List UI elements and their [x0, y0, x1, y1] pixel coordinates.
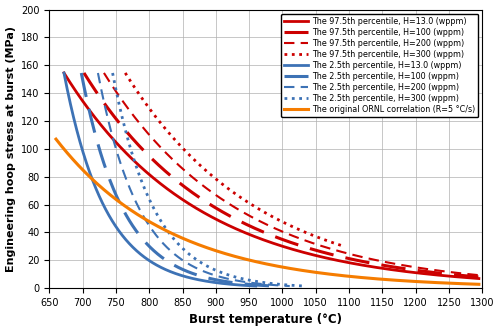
The 97.5th percentile, H=13.0 (wppm)	[134, 162, 140, 166]
The 2.5th percentile, H=200 (wppm)	[223, 276, 229, 280]
The 2.5th percentile, H=200 (wppm)	[182, 260, 188, 264]
The 2.5th percentile, H=100 (wppm)	[112, 191, 118, 195]
The 2.5th percentile, H=13.0 (wppm)	[253, 284, 259, 288]
Line: The 2.5th percentile, H=300 (wppm): The 2.5th percentile, H=300 (wppm)	[112, 73, 304, 286]
The 97.5th percentile, H=300 (wppm)	[268, 214, 274, 218]
The 2.5th percentile, H=13.0 (wppm)	[206, 280, 212, 284]
The 2.5th percentile, H=13.0 (wppm)	[110, 220, 116, 224]
The 97.5th percentile, H=100 (wppm)	[81, 71, 87, 75]
The 97.5th percentile, H=100 (wppm)	[261, 230, 267, 234]
The 97.5th percentile, H=100 (wppm)	[479, 275, 485, 279]
Line: The original ORNL correlation (R=5 °C/s): The original ORNL correlation (R=5 °C/s)	[56, 139, 479, 284]
The original ORNL correlation (R=5 °C/s)	[336, 273, 342, 277]
The 97.5th percentile, H=200 (wppm)	[168, 156, 174, 160]
The 97.5th percentile, H=300 (wppm)	[122, 71, 128, 75]
The original ORNL correlation (R=5 °C/s)	[302, 269, 308, 273]
Line: The 2.5th percentile, H=100 (wppm): The 2.5th percentile, H=100 (wppm)	[82, 73, 273, 286]
The 97.5th percentile, H=200 (wppm)	[101, 71, 107, 75]
The 97.5th percentile, H=300 (wppm)	[286, 223, 292, 227]
The 97.5th percentile, H=300 (wppm)	[340, 244, 346, 248]
The 2.5th percentile, H=13.0 (wppm)	[148, 260, 154, 264]
The 97.5th percentile, H=100 (wppm)	[184, 186, 190, 190]
The 97.5th percentile, H=13.0 (wppm)	[338, 259, 344, 263]
The 2.5th percentile, H=300 (wppm)	[110, 71, 116, 75]
The 2.5th percentile, H=200 (wppm)	[208, 272, 214, 276]
The 2.5th percentile, H=300 (wppm)	[144, 191, 150, 195]
The 97.5th percentile, H=13.0 (wppm)	[168, 189, 173, 193]
The 97.5th percentile, H=100 (wppm)	[152, 159, 158, 163]
The 97.5th percentile, H=200 (wppm)	[479, 274, 485, 278]
Line: The 2.5th percentile, H=13.0 (wppm): The 2.5th percentile, H=13.0 (wppm)	[64, 73, 256, 286]
The 2.5th percentile, H=100 (wppm)	[165, 260, 171, 264]
The 2.5th percentile, H=13.0 (wppm)	[95, 191, 101, 195]
Legend: The 97.5th percentile, H=13.0 (wppm), The 97.5th percentile, H=100 (wppm), The 9: The 97.5th percentile, H=13.0 (wppm), Th…	[281, 14, 478, 117]
The 97.5th percentile, H=300 (wppm)	[221, 184, 227, 188]
The 97.5th percentile, H=300 (wppm)	[161, 125, 167, 129]
The 2.5th percentile, H=13.0 (wppm)	[61, 71, 67, 75]
X-axis label: Burst temperature (°C): Burst temperature (°C)	[190, 313, 342, 326]
The 97.5th percentile, H=13.0 (wppm)	[306, 252, 312, 256]
The 2.5th percentile, H=100 (wppm)	[270, 284, 276, 288]
Line: The 97.5th percentile, H=200 (wppm): The 97.5th percentile, H=200 (wppm)	[104, 73, 482, 276]
The 97.5th percentile, H=13.0 (wppm)	[374, 265, 380, 269]
The 2.5th percentile, H=300 (wppm)	[196, 260, 202, 264]
The original ORNL correlation (R=5 °C/s)	[53, 137, 59, 141]
The 97.5th percentile, H=200 (wppm)	[198, 182, 204, 186]
Line: The 97.5th percentile, H=13.0 (wppm): The 97.5th percentile, H=13.0 (wppm)	[64, 73, 479, 279]
The 97.5th percentile, H=200 (wppm)	[272, 226, 278, 230]
The 2.5th percentile, H=300 (wppm)	[159, 220, 165, 224]
The 97.5th percentile, H=13.0 (wppm)	[476, 277, 482, 281]
The 2.5th percentile, H=200 (wppm)	[240, 280, 246, 284]
The 97.5th percentile, H=13.0 (wppm)	[248, 233, 254, 237]
The 97.5th percentile, H=300 (wppm)	[178, 145, 184, 149]
The 2.5th percentile, H=200 (wppm)	[95, 71, 101, 75]
The 97.5th percentile, H=100 (wppm)	[316, 249, 322, 253]
The 2.5th percentile, H=100 (wppm)	[128, 220, 134, 224]
Line: The 97.5th percentile, H=300 (wppm): The 97.5th percentile, H=300 (wppm)	[126, 73, 344, 246]
The 2.5th percentile, H=300 (wppm)	[302, 284, 308, 288]
The 97.5th percentile, H=200 (wppm)	[354, 254, 360, 258]
The 2.5th percentile, H=200 (wppm)	[129, 191, 135, 195]
The original ORNL correlation (R=5 °C/s)	[244, 258, 250, 262]
The 2.5th percentile, H=200 (wppm)	[286, 284, 292, 288]
The 2.5th percentile, H=100 (wppm)	[222, 280, 228, 284]
The 2.5th percentile, H=13.0 (wppm)	[189, 276, 195, 280]
Line: The 97.5th percentile, H=100 (wppm): The 97.5th percentile, H=100 (wppm)	[84, 73, 482, 277]
The 97.5th percentile, H=200 (wppm)	[324, 246, 330, 250]
Line: The 2.5th percentile, H=200 (wppm): The 2.5th percentile, H=200 (wppm)	[98, 73, 290, 286]
The original ORNL correlation (R=5 °C/s)	[476, 282, 482, 286]
The 2.5th percentile, H=13.0 (wppm)	[174, 272, 180, 276]
The 2.5th percentile, H=200 (wppm)	[144, 220, 150, 224]
The 97.5th percentile, H=300 (wppm)	[251, 204, 257, 208]
The 97.5th percentile, H=100 (wppm)	[347, 257, 353, 261]
The 2.5th percentile, H=100 (wppm)	[78, 71, 84, 75]
The 2.5th percentile, H=300 (wppm)	[222, 272, 228, 276]
The 2.5th percentile, H=300 (wppm)	[238, 276, 244, 280]
The 97.5th percentile, H=100 (wppm)	[381, 263, 387, 267]
The original ORNL correlation (R=5 °C/s)	[128, 208, 134, 212]
The 2.5th percentile, H=100 (wppm)	[206, 276, 212, 280]
The 2.5th percentile, H=300 (wppm)	[254, 280, 260, 284]
The original ORNL correlation (R=5 °C/s)	[162, 228, 168, 232]
The original ORNL correlation (R=5 °C/s)	[372, 277, 378, 281]
Y-axis label: Engineering hoop stress at burst (MPa): Engineering hoop stress at burst (MPa)	[6, 26, 16, 272]
The 97.5th percentile, H=13.0 (wppm)	[61, 71, 67, 75]
The 97.5th percentile, H=200 (wppm)	[386, 261, 392, 265]
The 2.5th percentile, H=100 (wppm)	[192, 272, 198, 276]
